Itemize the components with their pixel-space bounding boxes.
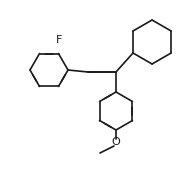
Text: F: F: [56, 35, 63, 45]
Text: O: O: [112, 137, 120, 147]
